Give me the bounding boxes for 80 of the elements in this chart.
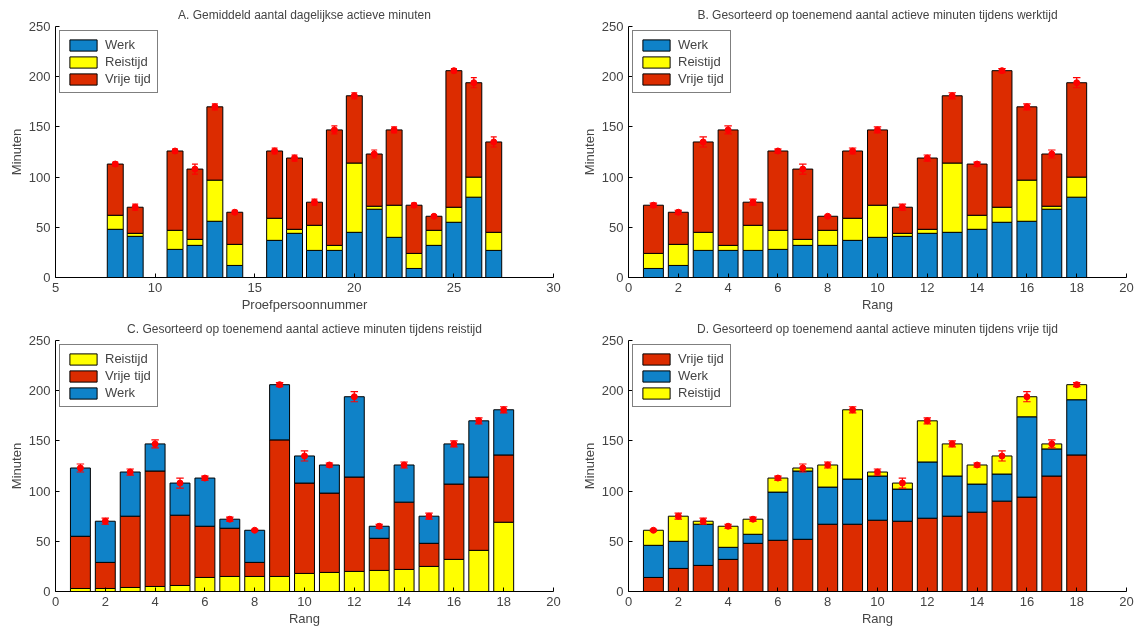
x-tick-label: 14 (969, 279, 985, 295)
x-tick-label: 12 (347, 593, 362, 609)
x-tick-label: 20 (1119, 593, 1134, 609)
x-tick-label: 25 (446, 279, 462, 295)
y-tick-label: 150 (28, 119, 51, 135)
x-tick-label: 10 (870, 279, 885, 295)
y-tick-label: 250 (601, 333, 624, 348)
legend-label: Werk (678, 37, 709, 52)
y-axis-title: Minuten (8, 442, 24, 490)
x-tick-label: 16 (1019, 593, 1035, 609)
chart-title: C. Gesorteerd op toenemend aantal actieve minuten tijdens reistijd (127, 321, 482, 336)
y-tick-label: 150 (601, 119, 624, 135)
y-tick-label: 100 (28, 483, 51, 499)
x-tick-label: 4 (151, 593, 159, 609)
y-axis-title: Minuten (8, 128, 24, 176)
x-tick-label: 18 (496, 593, 511, 609)
x-tick-label: 5 (51, 279, 60, 295)
y-tick-label: 100 (601, 483, 624, 499)
legend-label: Vrije tijd (678, 71, 724, 86)
x-tick-label: 12 (920, 279, 935, 295)
legend-label: Vrije tijd (105, 368, 151, 383)
chart-title: B. Gesorteerd op toenemend aantal actieve minuten tijdens werktijd (697, 7, 1058, 22)
x-tick-label: 18 (1069, 279, 1084, 295)
x-axis-title: Rang (861, 296, 894, 312)
y-tick-label: 200 (601, 383, 624, 399)
y-tick-label: 100 (28, 169, 51, 185)
x-axis-title: Rang (288, 610, 321, 626)
y-tick-label: 200 (28, 383, 51, 399)
y-tick-label: 200 (28, 69, 51, 85)
chart-title: A. Gemiddeld aantal dagelijkse actieve minuten (178, 7, 431, 22)
x-tick-label: 10 (870, 593, 885, 609)
y-tick-label: 250 (28, 333, 51, 348)
legend-label: Vrije tijd (105, 71, 151, 86)
x-tick-label: 2 (674, 593, 682, 609)
x-tick-label: 20 (546, 593, 561, 609)
legend-label: Werk (105, 385, 136, 400)
x-tick-label: 8 (251, 593, 259, 609)
y-tick-label: 250 (28, 19, 51, 34)
x-tick-label: 8 (824, 279, 832, 295)
x-tick-label: 6 (201, 593, 209, 609)
y-tick-label: 50 (36, 533, 51, 549)
y-axis-title: Minuten (581, 442, 597, 490)
legend-label: Reistijd (105, 351, 148, 366)
y-tick-label: 50 (36, 219, 51, 235)
x-tick-label: 6 (774, 279, 782, 295)
x-tick-label: 12 (920, 593, 935, 609)
legend-label: Vrije tijd (678, 351, 724, 366)
y-tick-label: 50 (609, 219, 624, 235)
x-tick-label: 2 (101, 593, 109, 609)
x-tick-label: 20 (1119, 279, 1134, 295)
legend-label: Werk (105, 37, 136, 52)
x-tick-label: 16 (446, 593, 462, 609)
y-tick-label: 100 (601, 169, 624, 185)
x-tick-label: 4 (724, 593, 732, 609)
legend-label: Werk (678, 368, 709, 383)
legend-label: Reistijd (678, 385, 721, 400)
x-axis-title: Proefpersoonnummer (241, 296, 369, 312)
y-axis-title: Minuten (581, 128, 597, 176)
y-tick-label: 150 (601, 433, 624, 449)
x-tick-label: 2 (674, 279, 682, 295)
x-tick-label: 10 (297, 593, 312, 609)
x-tick-label: 14 (396, 593, 412, 609)
x-tick-label: 15 (247, 279, 262, 295)
x-tick-label: 14 (969, 593, 985, 609)
legend-label: Reistijd (678, 54, 721, 69)
chart-title: D. Gesorteerd op toenemend aantal actieve minuten tijdens vrije tijd (697, 321, 1058, 336)
x-axis-title: Rang (861, 610, 894, 626)
x-tick-label: 16 (1019, 279, 1035, 295)
x-tick-label: 8 (824, 593, 832, 609)
y-tick-label: 250 (601, 19, 624, 34)
x-tick-label: 10 (147, 279, 163, 295)
y-tick-label: 150 (28, 433, 51, 449)
y-tick-label: 200 (601, 69, 624, 85)
x-tick-label: 30 (546, 279, 561, 295)
x-tick-label: 18 (1069, 593, 1084, 609)
x-tick-label: 20 (347, 279, 362, 295)
x-tick-label: 4 (724, 279, 732, 295)
x-tick-label: 6 (774, 593, 782, 609)
legend-label: Reistijd (105, 54, 148, 69)
y-tick-label: 50 (609, 533, 624, 549)
